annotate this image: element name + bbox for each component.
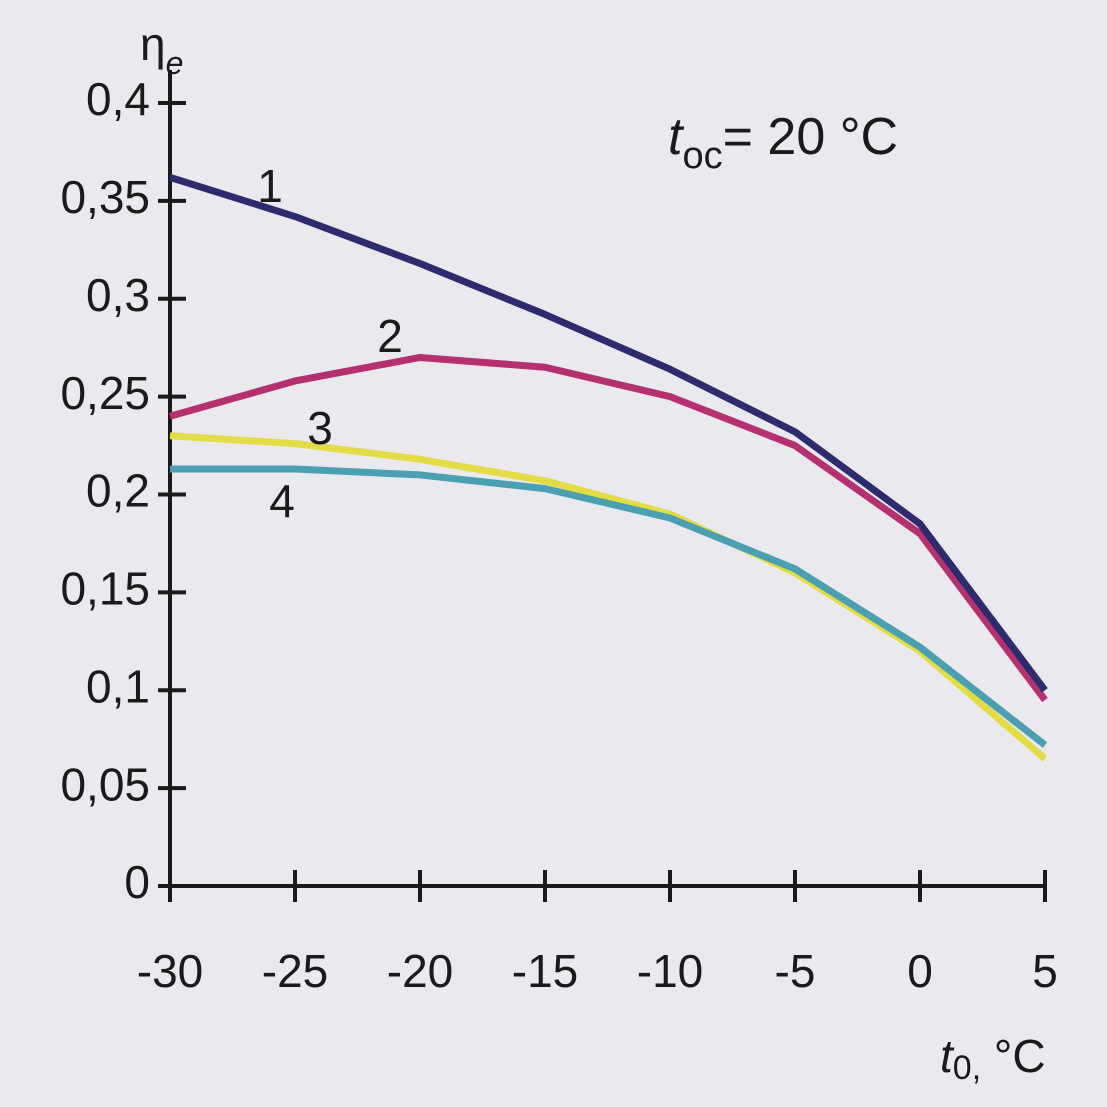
x-tick-label: -25 (262, 945, 328, 997)
y-tick-label: 0,15 (60, 563, 150, 615)
y-tick-label: 0,2 (86, 465, 150, 517)
series-line (170, 465, 1048, 748)
series-label: 3 (307, 402, 333, 454)
y-tick-label: 0,35 (60, 171, 150, 223)
x-tick-label: 0 (907, 945, 933, 997)
x-tick-label: -15 (512, 945, 578, 997)
series-label: 2 (377, 310, 403, 362)
y-tick-label: 0,25 (60, 367, 150, 419)
x-axis-label: t0, °C (940, 1030, 1046, 1087)
series-label: 4 (269, 475, 295, 527)
x-tick-label: -30 (137, 945, 203, 997)
annotation: toc= 20 °C (668, 108, 898, 177)
x-tick-label: 5 (1032, 945, 1058, 997)
y-tick-label: 0,05 (60, 758, 150, 810)
y-tick-label: 0 (124, 856, 150, 908)
series-line (168, 174, 1048, 693)
y-axis-label: ηe (140, 18, 183, 81)
x-tick-label: -5 (775, 945, 816, 997)
y-tick-label: 0,3 (86, 269, 150, 321)
series-label: 1 (257, 160, 283, 212)
x-tick-label: -20 (387, 945, 453, 997)
y-tick-label: 0,4 (86, 73, 150, 125)
y-tick-label: 0,1 (86, 660, 150, 712)
series-line (169, 353, 1048, 703)
x-tick-label: -10 (637, 945, 703, 997)
